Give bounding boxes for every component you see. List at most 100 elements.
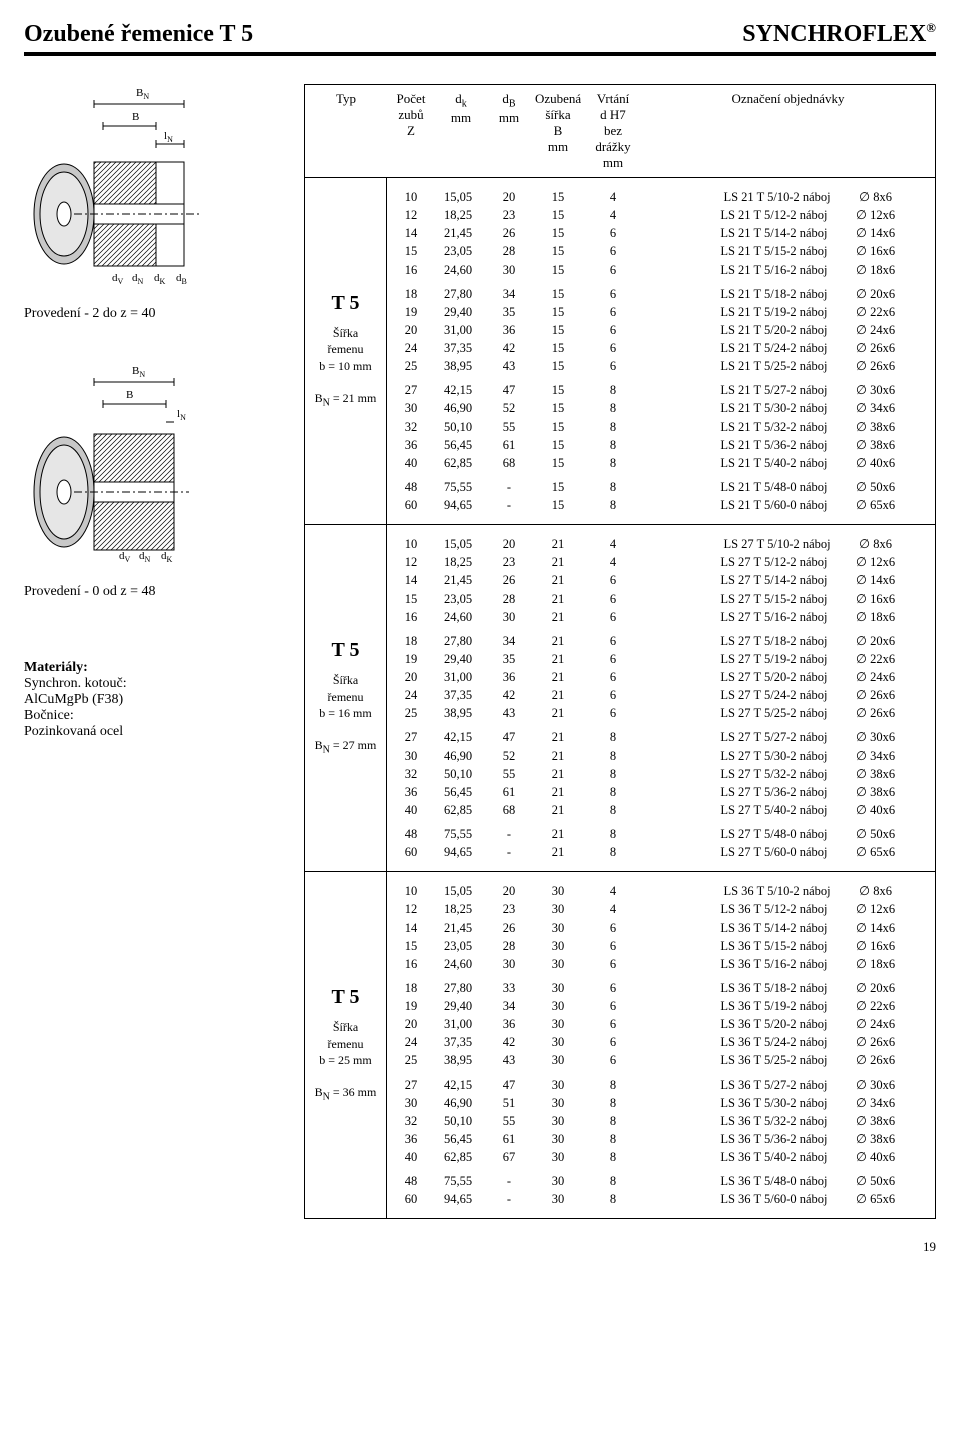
cell-db: 43 <box>487 704 531 722</box>
cell-db: 52 <box>487 399 531 417</box>
cell-z: 24 <box>387 339 435 357</box>
cell-db: 42 <box>487 686 531 704</box>
cell-db: 68 <box>487 801 531 819</box>
type-label: T 5 <box>332 639 360 662</box>
cell-db: 23 <box>487 206 531 224</box>
cell-v: 6 <box>585 1033 641 1051</box>
cell-db: 36 <box>487 668 531 686</box>
table-row: 1523,0528306LS 36 T 5/15-2 náboj ∅ 16x6 <box>387 937 935 955</box>
pulley-diagram-2: BN B lN dV dN dK <box>24 362 284 562</box>
cell-db: 33 <box>487 979 531 997</box>
cell-order: LS 27 T 5/25-2 náboj ∅ 26x6 <box>641 704 935 722</box>
cell-v: 6 <box>585 571 641 589</box>
cell-db: 26 <box>487 224 531 242</box>
cell-order: LS 21 T 5/15-2 náboj ∅ 16x6 <box>641 242 935 260</box>
cell-b: 15 <box>531 478 585 496</box>
cell-dk: 94,65 <box>435 496 487 514</box>
cell-dk: 21,45 <box>435 571 487 589</box>
table-row: 3656,4561308LS 36 T 5/36-2 náboj ∅ 38x6 <box>387 1130 935 1148</box>
table-row: 3250,1055218LS 27 T 5/32-2 náboj ∅ 38x6 <box>387 765 935 783</box>
cell-z: 48 <box>387 825 435 843</box>
cell-z: 16 <box>387 608 435 626</box>
cell-z: 60 <box>387 496 435 514</box>
cell-v: 8 <box>585 1130 641 1148</box>
cell-dk: 42,15 <box>435 728 487 746</box>
cell-v: 6 <box>585 303 641 321</box>
table-row: 1827,8034216LS 27 T 5/18-2 náboj ∅ 20x6 <box>387 632 935 650</box>
cell-z: 19 <box>387 997 435 1015</box>
diameter-icon: ∅ <box>856 730 867 744</box>
cell-v: 6 <box>585 997 641 1015</box>
table-row: 3046,9052158LS 21 T 5/30-2 náboj ∅ 34x6 <box>387 399 935 417</box>
row-group: 1015,0520154LS 21 T 5/10-2 náboj ∅ 8x612… <box>387 188 935 279</box>
cell-z: 12 <box>387 900 435 918</box>
rows-container: 1015,0520304LS 36 T 5/10-2 náboj ∅ 8x612… <box>387 872 935 1218</box>
cell-z: 18 <box>387 285 435 303</box>
diameter-icon: ∅ <box>856 939 867 953</box>
cell-v: 8 <box>585 1190 641 1208</box>
cell-db: 47 <box>487 1076 531 1094</box>
table-header-row: Typ PočetzubůZ dkmm dBmm OzubenášířkaBmm… <box>305 85 935 178</box>
materials-line: Bočnice: <box>24 708 284 724</box>
cell-db: 42 <box>487 339 531 357</box>
cell-order: LS 36 T 5/24-2 náboj ∅ 26x6 <box>641 1033 935 1051</box>
table-row: 6094,65-218LS 27 T 5/60-0 náboj ∅ 65x6 <box>387 843 935 861</box>
cell-v: 6 <box>585 261 641 279</box>
table-row: 1015,0520154LS 21 T 5/10-2 náboj ∅ 8x6 <box>387 188 935 206</box>
cell-dk: 62,85 <box>435 454 487 472</box>
cell-order: LS 36 T 5/16-2 náboj ∅ 18x6 <box>641 955 935 973</box>
cell-dk: 18,25 <box>435 900 487 918</box>
cell-order: LS 27 T 5/32-2 náboj ∅ 38x6 <box>641 765 935 783</box>
diameter-icon: ∅ <box>856 341 867 355</box>
table-row: 2538,9543216LS 27 T 5/25-2 náboj ∅ 26x6 <box>387 704 935 722</box>
row-group: 4875,55-308LS 36 T 5/48-0 náboj ∅ 50x660… <box>387 1172 935 1208</box>
table-row: 3250,1055308LS 36 T 5/32-2 náboj ∅ 38x6 <box>387 1112 935 1130</box>
cell-dk: 50,10 <box>435 765 487 783</box>
cell-b: 30 <box>531 1190 585 1208</box>
cell-db: 61 <box>487 436 531 454</box>
cell-z: 15 <box>387 937 435 955</box>
cell-b: 15 <box>531 261 585 279</box>
cell-db: 34 <box>487 632 531 650</box>
cell-order: LS 36 T 5/14-2 náboj ∅ 14x6 <box>641 919 935 937</box>
cell-order: LS 21 T 5/25-2 náboj ∅ 26x6 <box>641 357 935 375</box>
diameter-icon: ∅ <box>856 401 867 415</box>
cell-dk: 27,80 <box>435 632 487 650</box>
cell-dk: 23,05 <box>435 590 487 608</box>
cell-v: 8 <box>585 454 641 472</box>
cell-v: 4 <box>585 553 641 571</box>
cell-db: 30 <box>487 261 531 279</box>
materials-line: AlCuMgPb (F38) <box>24 692 284 708</box>
cell-b: 30 <box>531 1112 585 1130</box>
cell-dk: 31,00 <box>435 321 487 339</box>
cell-z: 25 <box>387 704 435 722</box>
table-row: 4062,8567308LS 36 T 5/40-2 náboj ∅ 40x6 <box>387 1148 935 1166</box>
table-section: T 5Šířkařemenub = 16 mmBN = 27 mm1015,05… <box>305 524 935 871</box>
cell-dk: 18,25 <box>435 206 487 224</box>
cell-dk: 56,45 <box>435 436 487 454</box>
diameter-icon: ∅ <box>856 1096 867 1110</box>
cell-z: 20 <box>387 321 435 339</box>
cell-b: 15 <box>531 339 585 357</box>
row-group: 4875,55-158LS 21 T 5/48-0 náboj ∅ 50x660… <box>387 478 935 514</box>
table-row: 2742,1547308LS 36 T 5/27-2 náboj ∅ 30x6 <box>387 1076 935 1094</box>
cell-z: 27 <box>387 728 435 746</box>
page-title-right: SYNCHROFLEX® <box>742 20 936 48</box>
row-group: 2742,1547308LS 36 T 5/27-2 náboj ∅ 30x6 3… <box>387 1076 935 1167</box>
cell-db: 26 <box>487 571 531 589</box>
cell-dk: 21,45 <box>435 224 487 242</box>
cell-dk: 37,35 <box>435 1033 487 1051</box>
table-row: 1624,6030306LS 36 T 5/16-2 náboj ∅ 18x6 <box>387 955 935 973</box>
cell-b: 15 <box>531 381 585 399</box>
cell-b: 30 <box>531 919 585 937</box>
cell-dk: 21,45 <box>435 919 487 937</box>
cell-order: LS 21 T 5/12-2 náboj ∅ 12x6 <box>641 206 935 224</box>
cell-v: 6 <box>585 590 641 608</box>
cell-b: 21 <box>531 825 585 843</box>
cell-dk: 46,90 <box>435 399 487 417</box>
cell-order: LS 27 T 5/20-2 náboj ∅ 24x6 <box>641 668 935 686</box>
cell-order: LS 21 T 5/19-2 náboj ∅ 22x6 <box>641 303 935 321</box>
cell-db: 34 <box>487 997 531 1015</box>
diameter-icon: ∅ <box>856 1174 867 1188</box>
cell-order: LS 21 T 5/14-2 náboj ∅ 14x6 <box>641 224 935 242</box>
